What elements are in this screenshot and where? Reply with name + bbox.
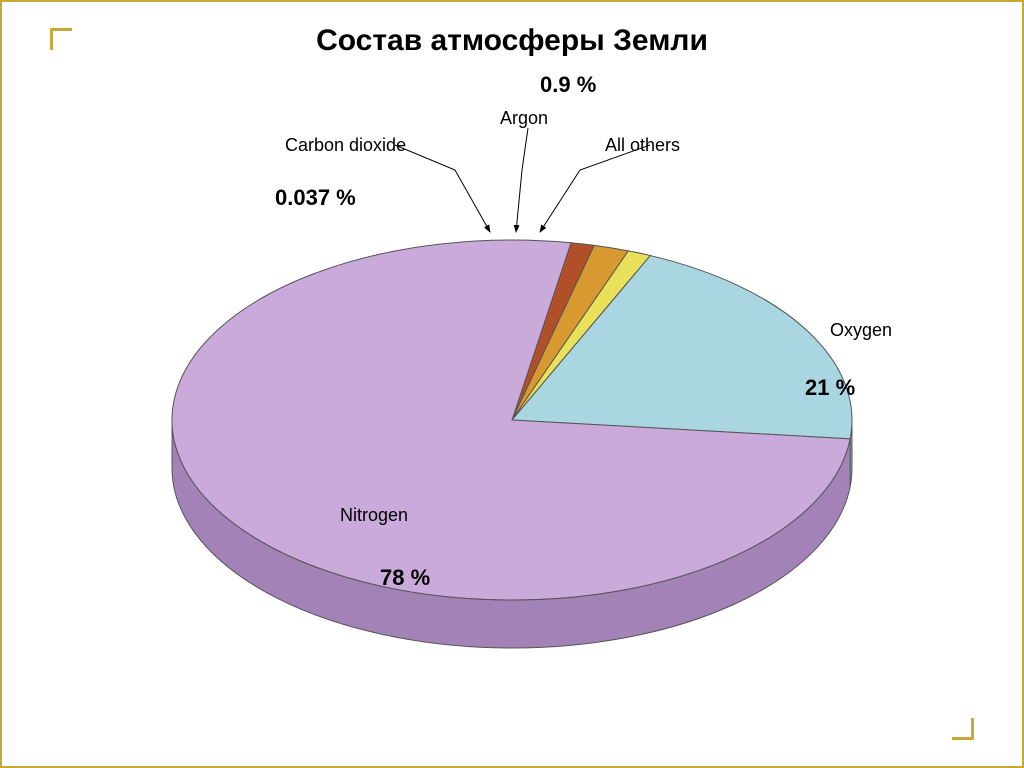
label-nitrogen-name: Nitrogen [340,505,408,526]
leader-line [516,128,528,232]
label-nitrogen-pct: 78 % [380,565,430,591]
label-oxygen-pct: 21 % [805,375,855,401]
label-co2-name: Carbon dioxide [285,135,406,156]
leader-line [540,145,650,232]
label-argon-name: Argon [500,108,548,129]
label-others-name: All others [605,135,680,156]
label-oxygen-name: Oxygen [830,320,892,341]
label-co2-pct: 0.037 % [275,185,356,211]
leader-line [395,145,490,232]
label-argon-pct: 0.9 % [540,72,596,98]
